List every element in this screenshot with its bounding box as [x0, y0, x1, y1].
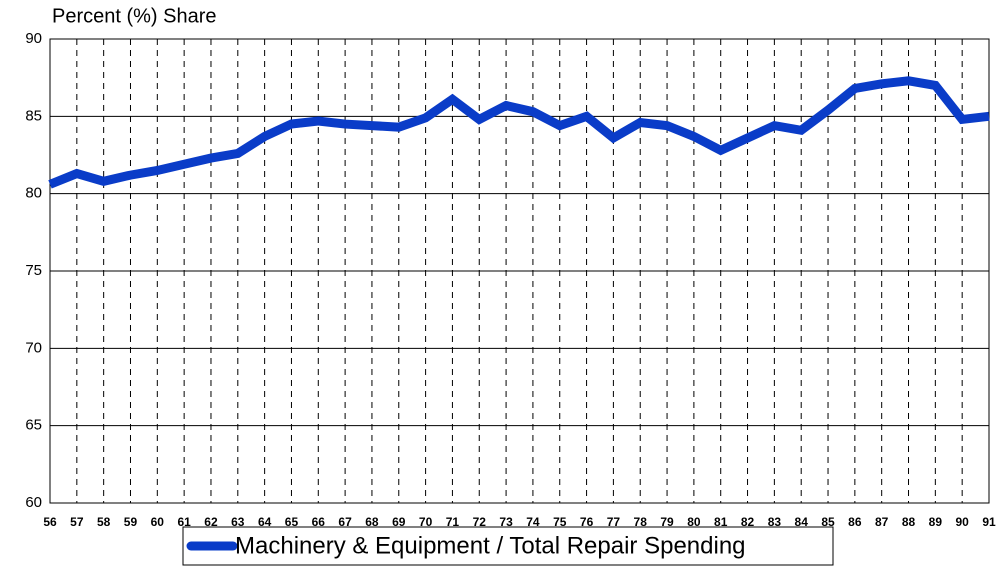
x-tick-label: 73: [499, 515, 513, 529]
x-tick-label: 77: [607, 515, 621, 529]
x-tick-label: 72: [473, 515, 487, 529]
x-tick-label: 59: [124, 515, 138, 529]
legend: Machinery & Equipment / Total Repair Spe…: [182, 526, 834, 566]
y-tick-label: 75: [25, 262, 42, 279]
x-tick-label: 57: [70, 515, 84, 529]
x-tick-label: 78: [634, 515, 648, 529]
y-tick-label: 90: [25, 30, 42, 47]
y-tick-label: 60: [25, 494, 42, 511]
y-tick-label: 80: [25, 185, 42, 202]
plot-border: [49, 38, 990, 504]
x-tick-label: 76: [580, 515, 594, 529]
x-tick-label: 88: [902, 515, 916, 529]
x-tick-label: 66: [312, 515, 326, 529]
x-tick-label: 85: [821, 515, 835, 529]
x-tick-label: 79: [660, 515, 674, 529]
x-tick-label: 83: [768, 515, 782, 529]
x-tick-label: 69: [392, 515, 406, 529]
x-tick-label: 89: [929, 515, 943, 529]
x-tick-label: 64: [258, 515, 272, 529]
x-tick-label: 71: [446, 515, 460, 529]
x-tick-label: 75: [553, 515, 567, 529]
x-tick-label: 80: [687, 515, 701, 529]
x-tick-label: 61: [177, 515, 191, 529]
x-tick-label: 56: [43, 515, 57, 529]
x-tick-label: 63: [231, 515, 245, 529]
x-tick-label: 60: [151, 515, 165, 529]
chart-title: Percent (%) Share: [52, 5, 217, 27]
x-tick-label: 67: [338, 515, 352, 529]
x-tick-label: 84: [795, 515, 809, 529]
x-tick-label: 65: [285, 515, 299, 529]
x-tick-label: 68: [365, 515, 379, 529]
x-tick-label: 74: [526, 515, 540, 529]
x-tick-label: 62: [204, 515, 218, 529]
x-tick-label: 91: [982, 515, 996, 529]
x-tick-label: 90: [955, 515, 969, 529]
data-line: [48, 76, 990, 189]
y-tick-label: 70: [25, 339, 42, 356]
x-tick-label: 81: [714, 515, 728, 529]
legend-label: Machinery & Equipment / Total Repair Spe…: [235, 532, 746, 559]
y-tick-label: 85: [25, 107, 42, 124]
x-tick-label: 86: [848, 515, 862, 529]
legend-box: [182, 526, 834, 566]
x-tick-label: 87: [875, 515, 889, 529]
x-tick-label: 58: [97, 515, 111, 529]
x-tick-label: 70: [419, 515, 433, 529]
x-tick-label: 82: [741, 515, 755, 529]
y-tick-label: 65: [25, 417, 42, 434]
